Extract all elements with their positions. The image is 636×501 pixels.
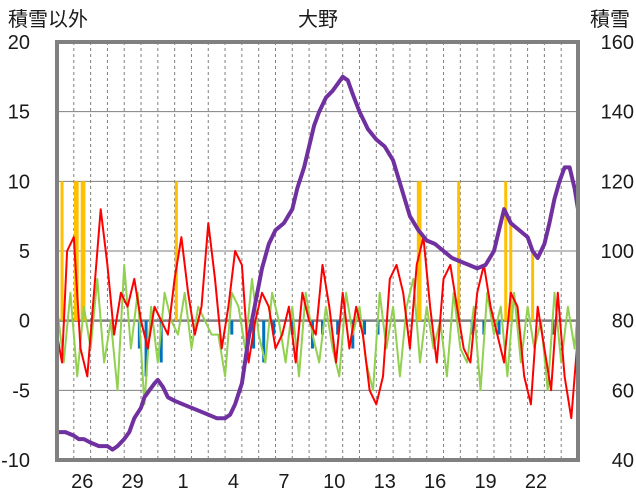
x-tick-label: 19 (474, 471, 496, 493)
left-tick-label: -5 (12, 380, 30, 402)
precip-bar (509, 223, 513, 321)
left-tick-label: 0 (19, 311, 30, 333)
left-axis-title: 積雪以外 (8, 8, 88, 31)
left-tick-label: 5 (19, 241, 30, 263)
precip-bar (75, 181, 79, 321)
x-tick-label: 10 (323, 471, 345, 493)
right-tick-label: 60 (612, 380, 634, 402)
x-tick-label: 7 (278, 471, 289, 493)
right-axis-title: 積雪 (590, 8, 630, 31)
precip-bar (504, 181, 508, 321)
precip-bar (82, 181, 86, 321)
sunshine-bar (230, 320, 234, 335)
sunshine-bar (144, 320, 148, 377)
right-tick-label: 140 (601, 102, 634, 124)
precip-bar (416, 181, 420, 321)
grid-lines (57, 42, 578, 460)
precip-bar (174, 181, 178, 321)
x-tick-label: 29 (122, 471, 144, 493)
sunshine-bar (497, 320, 501, 335)
precip-bar (531, 251, 535, 321)
x-tick-label: 1 (177, 471, 188, 493)
sunshine-bar (262, 320, 266, 363)
sunshine-bar (363, 320, 367, 335)
right-tick-label: 100 (601, 241, 634, 263)
plot-frame (55, 40, 580, 462)
left-tick-label: 20 (8, 32, 30, 54)
snow_depth-line (57, 74, 580, 452)
right-tick-label: 40 (612, 450, 634, 472)
sunshine-bar (159, 320, 163, 363)
x-tick-label: 26 (71, 471, 93, 493)
wind-line (56, 263, 579, 406)
chart-title: 大野 (298, 8, 338, 31)
temperature-line (56, 208, 579, 420)
left-tick-label: 15 (8, 102, 30, 124)
right-tick-label: 80 (612, 311, 634, 333)
right-tick-label: 120 (601, 171, 634, 193)
precip-bar (457, 181, 461, 321)
left-tick-label: 10 (8, 171, 30, 193)
x-tick-label: 13 (374, 471, 396, 493)
x-tick-label: 16 (424, 471, 446, 493)
line-series (56, 74, 580, 452)
axis-labels: 20 15 10 5 0 -5 -10 160 140 120 100 80 60 40 26 29 1 4 7 10… (1, 32, 634, 493)
x-tick-label: 22 (525, 471, 547, 493)
sunshine-bar (336, 320, 340, 335)
precip-bar (60, 181, 64, 321)
x-tick-label: 4 (228, 471, 239, 493)
right-tick-label: 160 (601, 32, 634, 54)
left-tick-label: -10 (1, 450, 30, 472)
sunshine-bar (272, 320, 276, 335)
precip-bar (80, 181, 84, 321)
